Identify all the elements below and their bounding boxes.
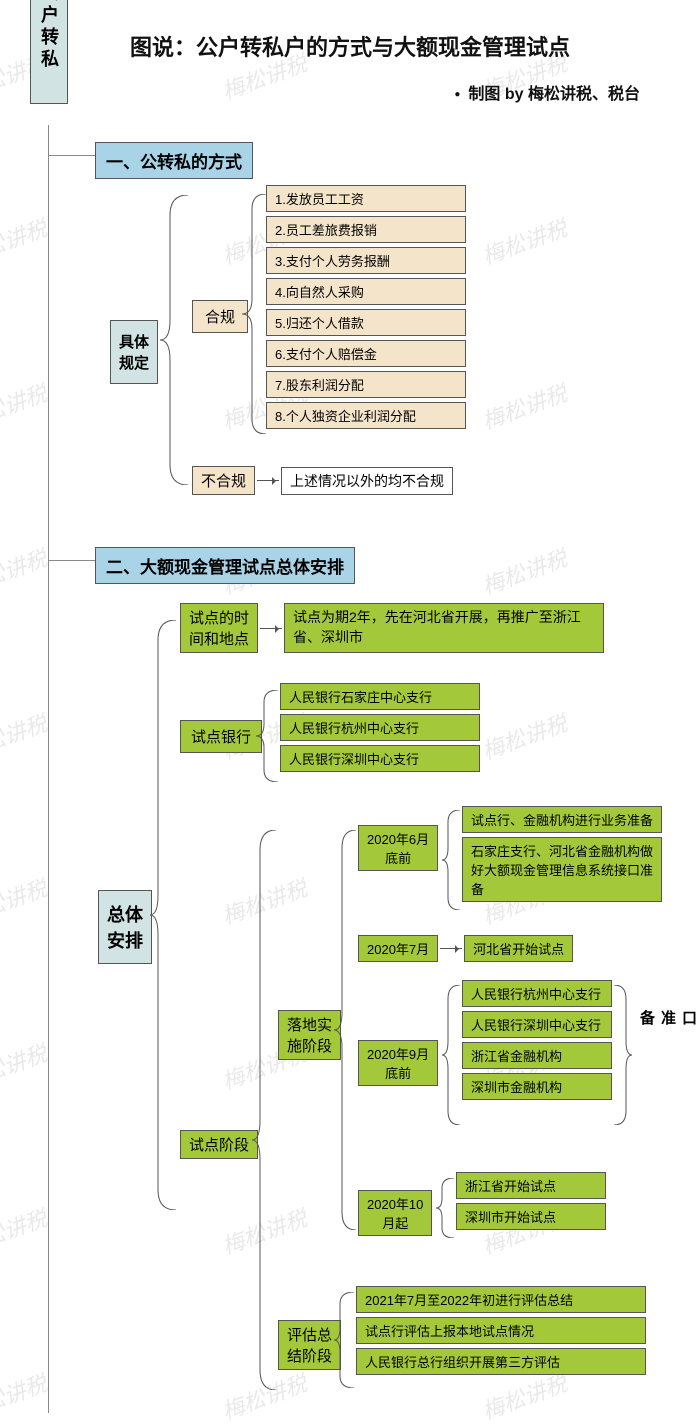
- banks-label: 试点银行: [180, 720, 262, 753]
- arrow-icon: [257, 480, 279, 481]
- time-place-desc: 试点为期2年，先在河北省开展，再推广至浙江省、深圳市: [284, 603, 604, 653]
- impl-label: 落地实 施阶段: [278, 1010, 341, 1060]
- section1-noncompliant-result: 上述情况以外的均不合规: [281, 467, 453, 495]
- watermark: 梅松讲税: [0, 706, 51, 766]
- watermark: 梅松讲税: [477, 706, 571, 766]
- watermark: 梅松讲税: [477, 376, 571, 436]
- impl-t3-time: 2020年9月 底前: [358, 1040, 438, 1086]
- t4-item: 深圳市开始试点: [456, 1203, 606, 1230]
- s1a-item: 2.员工差旅费报销: [266, 216, 466, 243]
- watermark: 梅松讲税: [0, 541, 51, 601]
- watermark: 梅松讲税: [0, 1201, 51, 1261]
- watermark: 梅松讲税: [477, 541, 571, 601]
- t3-item: 人民银行深圳中心支行: [462, 1011, 612, 1038]
- watermark: 梅松讲税: [0, 211, 51, 271]
- impl-t2-result: 河北省开始试点: [464, 935, 573, 962]
- t3-item: 浙江省金融机构: [462, 1042, 612, 1069]
- t4-item: 浙江省开始试点: [456, 1172, 606, 1199]
- t3-item: 深圳市金融机构: [462, 1073, 612, 1100]
- t3-item: 人民银行杭州中心支行: [462, 980, 612, 1007]
- s1a-item: 1.发放员工工资: [266, 185, 466, 212]
- page-title: 图说：公户转私户的方式与大额现金管理试点: [0, 0, 700, 62]
- impl-t1-time: 2020年6月 底前: [358, 825, 438, 871]
- s1a-item: 3.支付个人劳务报酬: [266, 247, 466, 274]
- s1a-item: 8.个人独资企业利润分配: [266, 402, 466, 429]
- section1-root: 具体 规定: [110, 320, 158, 384]
- section1-noncompliant-label: 不合规: [192, 466, 255, 495]
- impl-t2-time: 2020年7月: [358, 935, 438, 962]
- section1-header: 一、公转私的方式: [95, 142, 253, 179]
- t1-item: 石家庄支行、河北省金融机构做好大额现金管理信息系统接口准备: [462, 837, 662, 902]
- banks-item: 人民银行杭州中心支行: [280, 714, 480, 741]
- impl-t4-time: 2020年10 月起: [358, 1190, 432, 1236]
- arrow-icon: [440, 948, 462, 949]
- impl-t3-side-label: 接口准备: [636, 1010, 700, 1025]
- arrow-icon: [260, 628, 282, 629]
- watermark: 梅松讲税: [0, 1036, 51, 1096]
- banks-item: 人民银行石家庄中心支行: [280, 683, 480, 710]
- banks-item: 人民银行深圳中心支行: [280, 745, 480, 772]
- eval-item: 试点行评估上报本地试点情况: [356, 1317, 646, 1344]
- section2-header: 二、大额现金管理试点总体安排: [95, 547, 355, 584]
- section2-root: 总体 安排: [98, 890, 152, 964]
- watermark: 梅松讲税: [477, 211, 571, 271]
- s1a-item: 6.支付个人赔偿金: [266, 340, 466, 367]
- watermark: 梅松讲税: [0, 1366, 51, 1426]
- t1-item: 试点行、金融机构进行业务准备: [462, 806, 662, 833]
- eval-item: 人民银行总行组织开展第三方评估: [356, 1348, 646, 1375]
- time-place-label: 试点的时 间和地点: [180, 603, 258, 653]
- s1a-item: 5.归还个人借款: [266, 309, 466, 336]
- watermark: 梅松讲税: [0, 871, 51, 931]
- section1-compliant-label: 合规: [192, 300, 248, 333]
- s1a-item: 7.股东利润分配: [266, 371, 466, 398]
- eval-item: 2021年7月至2022年初进行评估总结: [356, 1286, 646, 1313]
- s1a-item: 4.向自然人采购: [266, 278, 466, 305]
- watermark: 梅松讲税: [0, 376, 51, 436]
- eval-label: 评估总 结阶段: [278, 1320, 341, 1370]
- spine-label: 公户转私: [30, 0, 68, 104]
- phases-label: 试点阶段: [180, 1130, 258, 1159]
- byline: 制图 by 梅松讲税、税台: [0, 62, 700, 104]
